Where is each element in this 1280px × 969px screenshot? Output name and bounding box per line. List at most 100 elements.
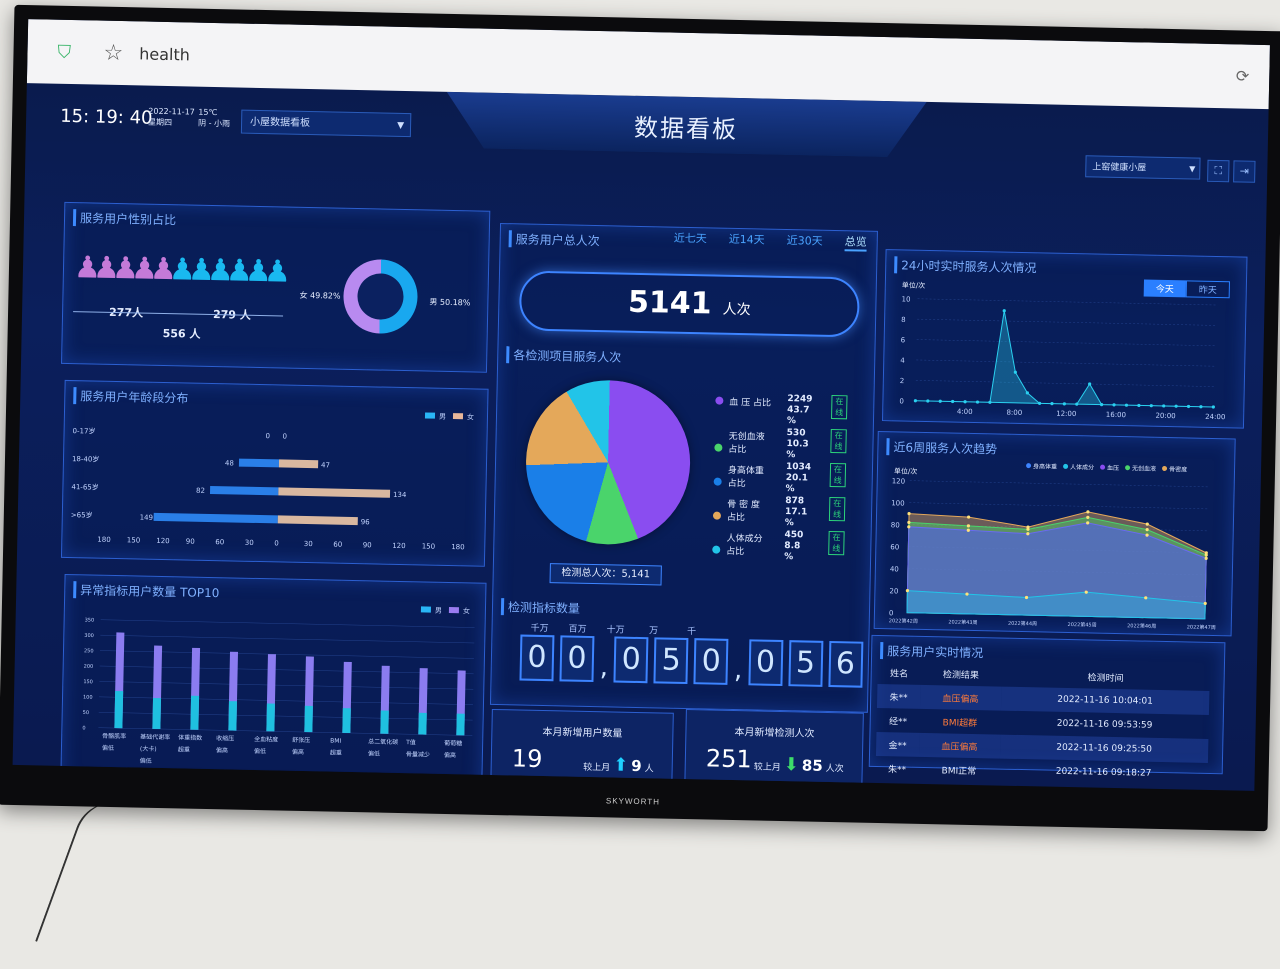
- legend-label: 骨 密 度 占比: [727, 497, 770, 524]
- legend-female-swatch: [449, 607, 459, 613]
- bar-male: [380, 710, 388, 733]
- tab-7days[interactable]: 近七天: [674, 230, 707, 249]
- place-label: 千: [672, 624, 710, 638]
- title-banner: 数据看板: [446, 92, 927, 158]
- x-label: (大卡): [140, 745, 157, 753]
- compare-label: 较上月: [583, 763, 610, 774]
- legend-label: 血 压 占比: [729, 395, 771, 409]
- data-point: [1003, 309, 1006, 312]
- data-point: [1112, 403, 1115, 406]
- y-tick: 350: [85, 617, 95, 623]
- x-tick: 20:00: [1155, 412, 1175, 420]
- data-point: [1174, 405, 1177, 408]
- gender-donut: [343, 259, 419, 335]
- fullscreen-icon[interactable]: ⛶: [1207, 160, 1229, 182]
- url-text[interactable]: health: [139, 44, 190, 64]
- x-label: 全血粘度: [254, 735, 278, 744]
- male-value: 82: [196, 487, 205, 495]
- wall-cable: [35, 791, 167, 969]
- legend-dot: [714, 478, 722, 486]
- compare-unit: 人: [645, 764, 654, 774]
- service-panel: 服务用户总人次 近七天 近14天 近30天 总览 5141 人次 各检测项目服务…: [490, 223, 878, 713]
- male-value: 0: [265, 432, 270, 440]
- reload-icon[interactable]: ⟳: [1236, 66, 1250, 85]
- male-person-icon: ♟: [226, 250, 243, 292]
- x-tick: 2022第46周: [1127, 622, 1156, 630]
- shield-icon[interactable]: ⛉: [57, 42, 75, 62]
- data-point: [1187, 405, 1190, 408]
- cell-name: 经**: [876, 708, 919, 733]
- x-label: 骨骼肌率: [102, 732, 126, 741]
- data-point: [1150, 404, 1153, 407]
- page-title: 数据看板: [446, 104, 927, 149]
- status-badge: 在线: [831, 395, 847, 419]
- divider: [73, 311, 283, 316]
- legend-label: 无创血液 占比: [728, 429, 771, 456]
- col-header: 姓名: [877, 660, 920, 685]
- x-label: 偏低: [102, 744, 114, 752]
- total-count-number: 5141: [628, 285, 712, 322]
- y-tick: 20: [889, 587, 898, 595]
- x-label: 偏高: [216, 746, 228, 754]
- x-label: 骨量减少: [406, 750, 430, 759]
- dashboard-select[interactable]: 小屋数据看板 ▼: [241, 110, 411, 138]
- data-point: [963, 400, 966, 403]
- arrow-down-icon: ⬇: [784, 754, 800, 775]
- axis-tick: 120: [392, 542, 406, 550]
- y-tick: 6: [901, 336, 906, 344]
- bar-male: [418, 713, 426, 735]
- tv-frame: ⛉ ☆ health ⟳ 数据看板 15: 19: 40 2022-11-17 …: [0, 5, 1280, 831]
- star-icon[interactable]: ☆: [103, 40, 123, 65]
- weekday: 星期四: [148, 117, 195, 129]
- axis-tick: 90: [186, 537, 195, 545]
- y-tick: 40: [890, 565, 899, 573]
- realtime-table: 姓名 检测结果 检测时间 朱** 血压偏高 2022-11-16 10:04:0…: [875, 660, 1209, 787]
- tab-overview[interactable]: 总览: [845, 233, 867, 251]
- tab-14days[interactable]: 近14天: [729, 231, 765, 250]
- separator: ,: [599, 652, 608, 682]
- card-title: 本月新增检测人次: [686, 722, 862, 741]
- exit-icon[interactable]: ⇥: [1233, 160, 1255, 182]
- male-bar: [154, 513, 278, 524]
- data-point: [1199, 405, 1202, 408]
- status-badge: 在线: [830, 429, 846, 453]
- x-label: 偏低: [368, 749, 380, 757]
- card-title: 本月新增用户数量: [492, 722, 672, 741]
- separator: ,: [734, 655, 743, 685]
- place-label: 千万: [520, 621, 558, 635]
- data-point: [914, 399, 917, 402]
- female-person-icon: ♟: [150, 249, 167, 291]
- y-tick: 100: [891, 499, 905, 507]
- tab-30days[interactable]: 近30天: [787, 232, 823, 251]
- grid-line: [916, 360, 1214, 366]
- female-value: 47: [321, 461, 330, 469]
- panel-title: 服务用户实时情况: [880, 642, 983, 661]
- cell-name: 金**: [876, 732, 919, 757]
- total-count-display: 5141 人次: [519, 270, 860, 337]
- data-point: [1212, 405, 1215, 408]
- legend-pct: 8.8 %: [784, 541, 803, 563]
- legend-dot: [712, 546, 720, 554]
- grid-line: [917, 340, 1215, 346]
- y-tick: 300: [84, 633, 94, 639]
- total-checks: 检测总人次：5,141: [550, 563, 662, 585]
- axis-tick: 120: [156, 537, 170, 545]
- digit: 0: [694, 638, 729, 685]
- location-select[interactable]: 上窑健康小屋 ▼: [1085, 155, 1200, 179]
- col-header: 检测结果: [920, 661, 1002, 687]
- hourly-area: [915, 309, 1215, 407]
- cell-result: BMI正常: [918, 757, 1000, 783]
- y-tick: 120: [892, 477, 906, 485]
- location-select-value: 上窑健康小屋: [1092, 162, 1146, 173]
- y-tick: 80: [891, 521, 900, 529]
- x-label: 总二氧化碳: [368, 737, 398, 746]
